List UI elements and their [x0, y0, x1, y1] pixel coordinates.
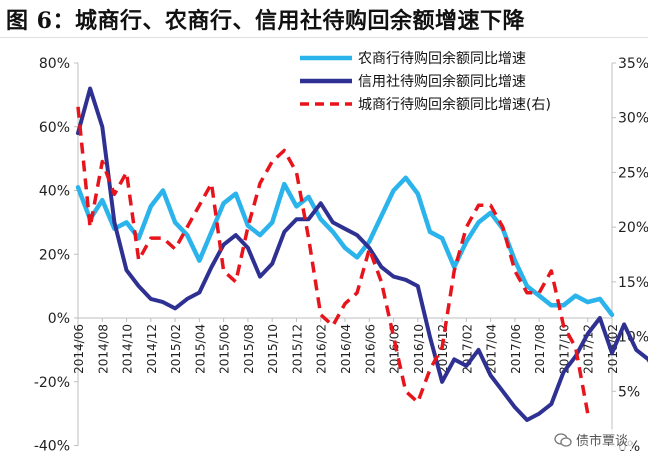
- title-bar: 图 6：城商行、农商行、信用社待购回余额增速下降: [0, 0, 648, 38]
- x-tick-label: 2015/02: [169, 324, 183, 374]
- x-tick-label: 2016/04: [339, 324, 353, 374]
- chart-lines: [75, 86, 648, 422]
- right-tick-label: 5%: [618, 384, 640, 400]
- left-tick-label: 0%: [48, 311, 70, 327]
- left-tick-label: 40%: [39, 184, 70, 200]
- x-tick-label: 2015/10: [266, 324, 280, 374]
- watermark: 债市覃谈: [549, 429, 632, 450]
- series-line-2: [76, 86, 648, 422]
- left-tick-label: 20%: [39, 247, 70, 263]
- left-tick-label: -40%: [34, 439, 70, 455]
- x-tick-label: 2015/06: [218, 324, 232, 374]
- x-tick-label: 2014/06: [72, 324, 86, 374]
- wechat-icon: [554, 432, 572, 447]
- left-tick-label: -20%: [34, 375, 70, 391]
- x-tick-label: 2014/12: [145, 324, 159, 374]
- x-tick-label: 2016/10: [412, 324, 426, 374]
- watermark-text: 债市覃谈: [575, 434, 628, 449]
- right-tick-label: 30%: [618, 111, 648, 127]
- right-tick-label: 25%: [618, 165, 648, 181]
- x-tick-label: 2017/04: [485, 324, 499, 374]
- x-tick-label: 2014/10: [121, 324, 135, 374]
- chart-title: 图 6：城商行、农商行、信用社待购回余额增速下降: [6, 8, 525, 34]
- series-line-1: [75, 175, 615, 318]
- x-tick-label: 2015/08: [242, 324, 256, 374]
- right-tick-label: 10%: [618, 330, 648, 346]
- x-tick-label: 2015/04: [193, 324, 207, 374]
- x-tick-label: 2015/12: [290, 324, 304, 374]
- legend-label-1: 农商行待购回余额同比增速: [358, 50, 526, 67]
- left-tick-label: 80%: [39, 56, 70, 72]
- series-line-3: [76, 106, 590, 414]
- right-tick-label: 20%: [618, 220, 648, 236]
- x-tick-label: 2017/08: [533, 324, 547, 374]
- x-tick-label: 2016/06: [363, 324, 377, 374]
- x-tick-label: 2017/06: [509, 324, 523, 374]
- chart-axes: 80% 60% 40% 20% 0% -20% -40% 35% 30% 25% 20% 15% 10%…: [34, 56, 648, 455]
- x-tick-label: 2014/08: [96, 324, 110, 374]
- left-tick-label: 60%: [39, 120, 70, 136]
- right-tick-label: 35%: [618, 56, 648, 72]
- right-tick-label: 15%: [618, 275, 648, 291]
- x-tick-label: 2016/02: [315, 324, 329, 374]
- legend-label-2: 信用社待购回余额同比增速: [358, 73, 526, 90]
- legend-label-3: 城商行待购回余额同比增速(右): [358, 96, 551, 113]
